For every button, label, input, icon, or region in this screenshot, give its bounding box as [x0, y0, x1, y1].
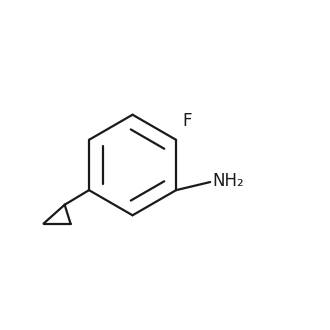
Text: NH₂: NH₂: [213, 172, 245, 190]
Text: F: F: [182, 112, 191, 130]
